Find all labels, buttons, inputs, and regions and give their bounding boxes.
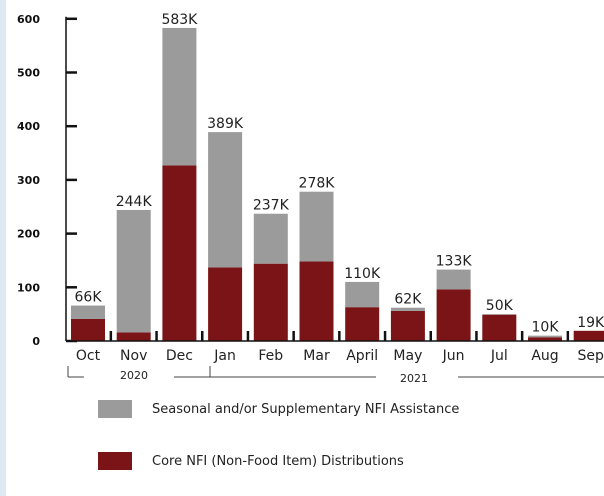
bar-dec-core (162, 165, 197, 341)
year-label-2020: 2020 (120, 369, 148, 382)
x-label-oct: Oct (76, 348, 101, 364)
bar-jan-core (208, 267, 243, 341)
bar-jul-seasonal (482, 314, 517, 315)
total-label-jan: 389K (207, 116, 244, 132)
bar-oct-core (71, 318, 105, 341)
x-label-dec: Dec (166, 348, 193, 364)
total-label-nov: 244K (116, 194, 153, 210)
bar-may-core (390, 310, 425, 341)
bar-jun-core (436, 289, 471, 341)
bar-dec-seasonal (162, 27, 197, 166)
bar-mar-core (299, 261, 334, 341)
y-tick-label-400: 400 (17, 120, 40, 133)
x-label-jul: Jul (490, 348, 508, 364)
total-label-sep: 19K (577, 315, 604, 331)
x-label-mar: Mar (303, 348, 330, 364)
bar-oct-seasonal (71, 305, 105, 319)
total-label-mar: 278K (299, 176, 336, 192)
bar-nov-core (116, 332, 151, 341)
bar-nov-seasonal (116, 209, 151, 333)
x-label-jun: Jun (442, 348, 465, 364)
x-label-jan: Jan (213, 348, 236, 364)
x-label-feb: Feb (258, 348, 283, 364)
legend-label-seasonal: Seasonal and/or Supplementary NFI Assist… (152, 401, 460, 417)
bar-sep-core (573, 330, 604, 341)
bar-may-seasonal (390, 307, 425, 311)
total-label-feb: 237K (253, 198, 290, 214)
legend-swatch-seasonal (98, 400, 132, 418)
x-label-aug: Aug (531, 348, 558, 364)
x-label-sep: Sep (578, 348, 604, 364)
bar-feb-core (253, 263, 288, 341)
y-tick-label-300: 300 (17, 174, 40, 187)
bar-aug-core (528, 337, 562, 341)
bar-april-seasonal (345, 281, 380, 308)
y-tick-label-0: 0 (32, 335, 40, 348)
year-label-2021: 2021 (400, 372, 428, 385)
stacked-bar-chart: 0 100 200 300 400 500 600 66K Oct 244K Nov 583K Dec 3… (17, 12, 604, 385)
y-tick-label-200: 200 (17, 228, 40, 241)
bar-aug-seasonal (528, 335, 562, 338)
x-label-may: May (393, 348, 422, 364)
legend-swatch-core (98, 452, 132, 470)
legend-item-core: Core NFI (Non-Food Item) Distributions (98, 452, 404, 470)
bar-april-core (345, 307, 380, 341)
total-label-jun: 133K (436, 254, 473, 270)
bar-feb-seasonal (253, 213, 288, 264)
y-tick-label-500: 500 (17, 67, 40, 80)
bar-jul-core (482, 314, 517, 341)
x-label-april: April (346, 348, 378, 364)
x-label-nov: Nov (120, 348, 147, 364)
total-label-oct: 66K (75, 290, 103, 306)
legend-label-core: Core NFI (Non-Food Item) Distributions (152, 453, 404, 469)
y-tick-label-600: 600 (17, 13, 40, 26)
total-label-jul: 50K (486, 298, 514, 314)
total-label-april: 110K (344, 266, 381, 282)
bar-mar-seasonal (299, 191, 334, 262)
bar-jun-seasonal (436, 269, 471, 290)
bar-jan-seasonal (208, 132, 243, 268)
total-label-may: 62K (394, 292, 422, 308)
total-label-aug: 10K (532, 320, 560, 336)
total-label-dec: 583K (161, 12, 198, 28)
y-tick-label-100: 100 (17, 281, 40, 294)
legend-item-seasonal: Seasonal and/or Supplementary NFI Assist… (98, 400, 459, 418)
